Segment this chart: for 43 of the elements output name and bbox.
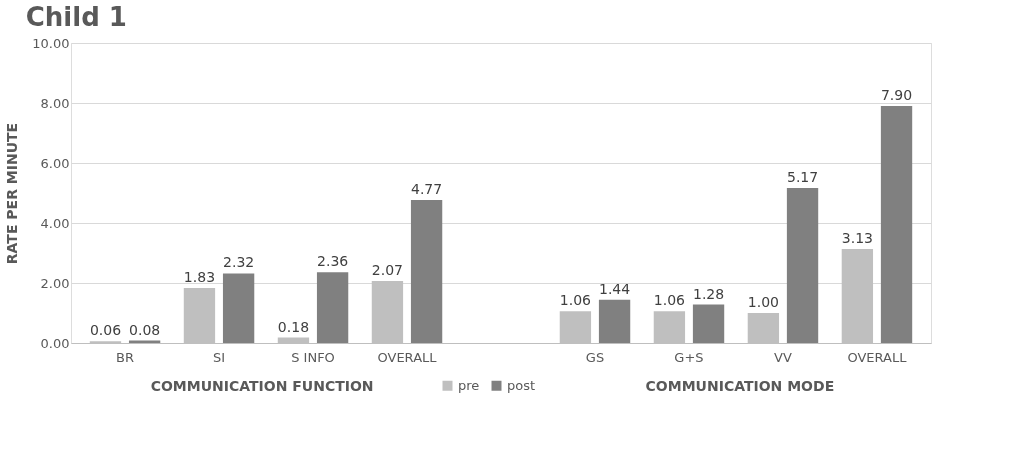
x-tick-label: OVERALL xyxy=(847,349,908,365)
data-label: 1.83 xyxy=(183,269,216,286)
bar xyxy=(692,304,725,343)
bar xyxy=(880,106,913,343)
data-label: 0.18 xyxy=(277,318,310,335)
bar xyxy=(410,199,443,343)
y-tick-label: 2.00 xyxy=(40,275,70,291)
y-tick-label: 0.00 xyxy=(40,335,70,351)
data-label: 1.06 xyxy=(559,292,592,309)
x-tick-label: VV xyxy=(774,349,792,365)
data-label: 1.28 xyxy=(692,285,725,302)
x-tick-label: G+S xyxy=(674,349,704,365)
data-label: 5.17 xyxy=(786,168,819,185)
x-tick-label: S INFO xyxy=(291,349,335,365)
bar xyxy=(786,187,819,343)
x-tick-label: OVERALL xyxy=(377,349,438,365)
x-tick-label: BR xyxy=(116,349,135,365)
data-label: 0.08 xyxy=(129,321,161,338)
data-label: 2.07 xyxy=(371,261,404,278)
y-axis-title: RATE PER MINUTE xyxy=(4,122,21,265)
data-label: 1.00 xyxy=(747,294,779,310)
legend-label: post xyxy=(507,377,536,393)
y-tick-label: 6.00 xyxy=(40,155,70,171)
data-label: 1.44 xyxy=(598,280,631,297)
bar xyxy=(222,273,255,343)
x-tick-label: GS xyxy=(585,349,605,365)
x-tick-label: SI xyxy=(212,349,226,365)
text: COMMUNICATION MODE xyxy=(645,378,835,394)
chart-title: Child 1 xyxy=(25,2,127,32)
data-label: 0.06 xyxy=(89,322,122,339)
text: COMMUNICATION FUNCTION xyxy=(150,378,374,394)
data-label: 3.13 xyxy=(841,230,873,247)
data-label: 2.36 xyxy=(317,253,349,270)
data-label: 2.32 xyxy=(223,254,255,271)
y-tick-label: 4.00 xyxy=(40,215,70,231)
y-tick-label: 10.00 xyxy=(32,35,70,51)
bar xyxy=(598,299,631,343)
legend-label: pre xyxy=(458,377,480,393)
data-label: 1.06 xyxy=(653,292,686,309)
data-label: 4.77 xyxy=(411,180,443,197)
bar xyxy=(316,272,349,343)
data-label: 7.90 xyxy=(880,87,913,103)
y-tick-label: 8.00 xyxy=(40,95,70,111)
